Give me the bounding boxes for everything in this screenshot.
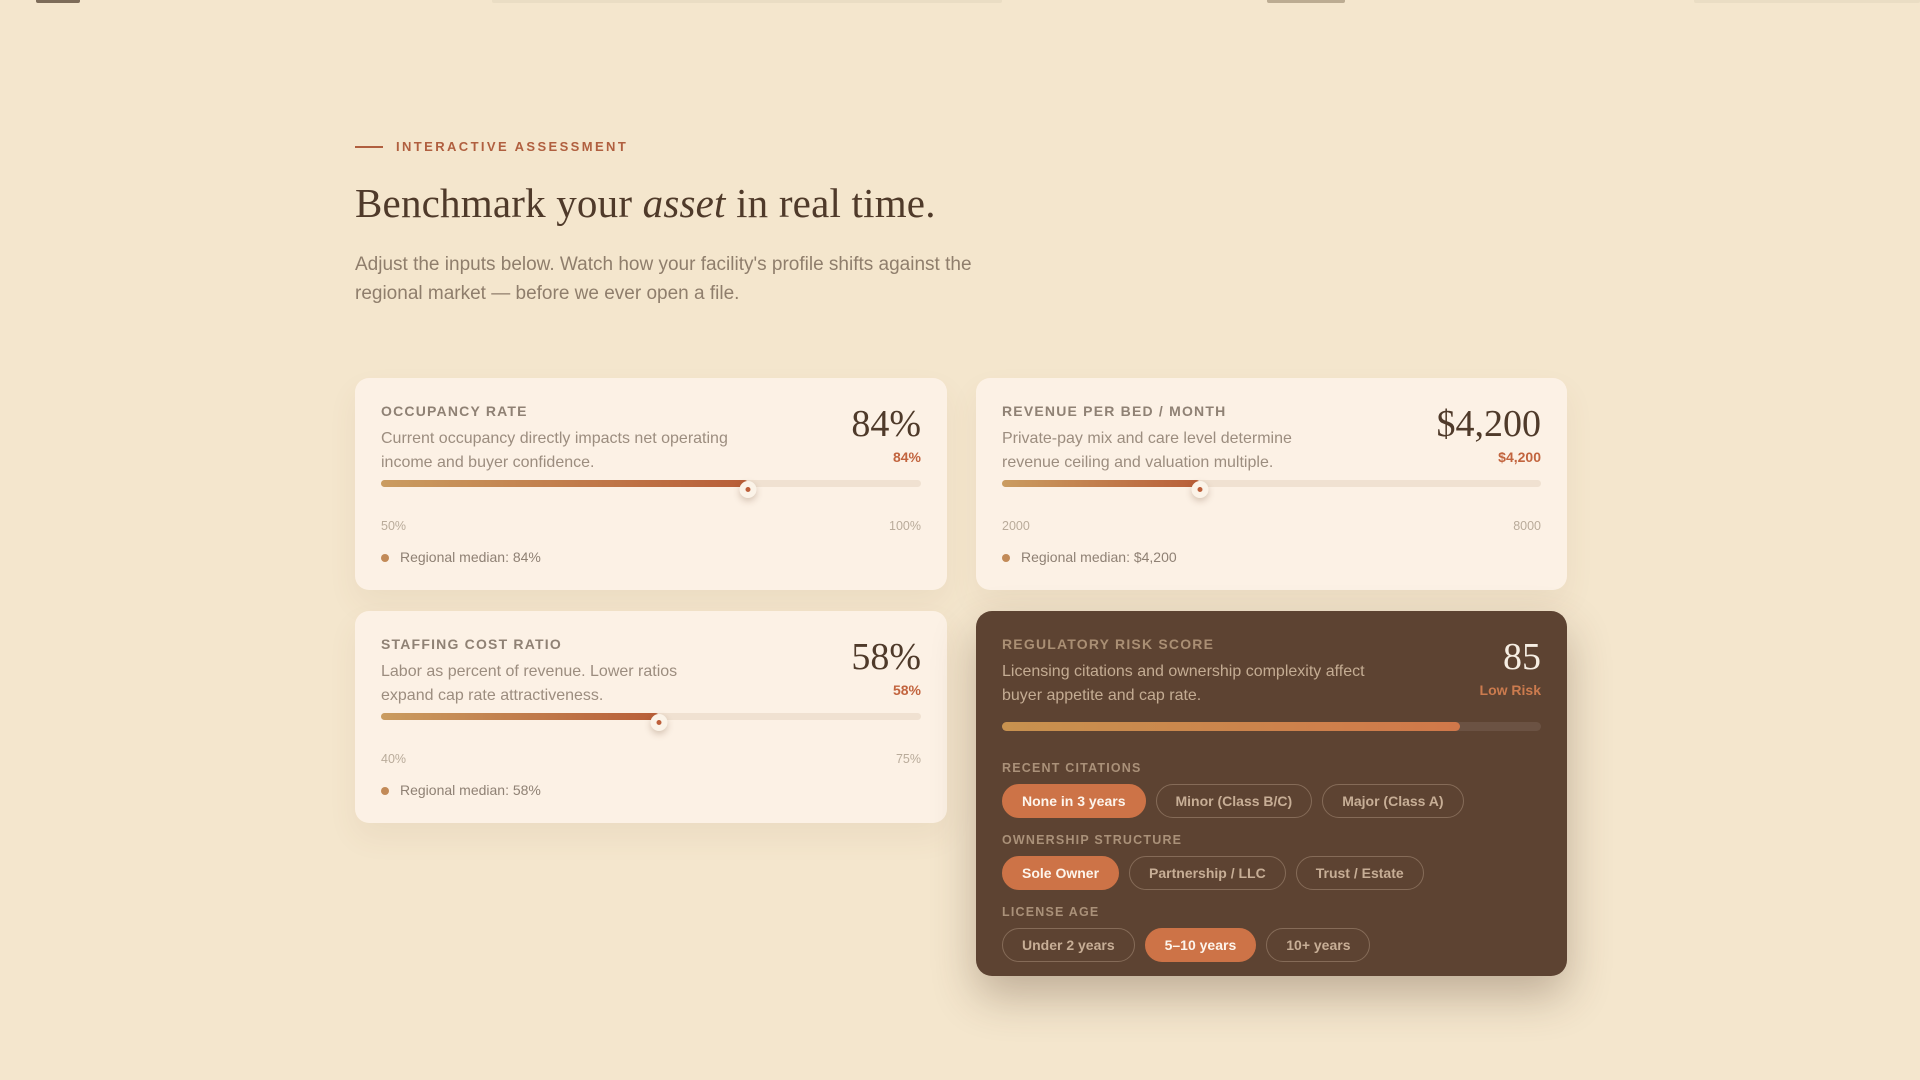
top-edge-segment	[1267, 0, 1345, 3]
eyebrow-dash	[355, 145, 383, 148]
chip-row: Under 2 years 5–10 years 10+ years	[1002, 928, 1541, 962]
staffing-slider[interactable]	[381, 713, 921, 746]
slider-minmax: 2000 8000	[1002, 519, 1541, 534]
occupancy-rate-card: OCCUPANCY RATE Current occupancy directl…	[355, 378, 947, 590]
slider-track[interactable]	[1002, 480, 1541, 487]
card-header: REGULATORY RISK SCORE Licensing citation…	[1002, 637, 1541, 708]
option-chip[interactable]: Major (Class A)	[1322, 784, 1464, 818]
assessment-cards-grid: OCCUPANCY RATE Current occupancy directl…	[355, 378, 1567, 976]
regional-median: Regional median: 84%	[381, 549, 921, 566]
regional-median: Regional median: 58%	[381, 782, 921, 799]
slider-minmax: 50% 100%	[381, 519, 921, 534]
revenue-per-bed-card: REVENUE PER BED / MONTH Private-pay mix …	[976, 378, 1567, 590]
risk-bar-fill	[1002, 722, 1461, 731]
median-label: Regional median: $4,200	[1021, 549, 1177, 565]
occupancy-value-sub: 84%	[892, 449, 921, 465]
occupancy-value: 84%	[851, 403, 921, 445]
revenue-value-sub: $4,200	[1498, 449, 1541, 465]
card-value-block: 85 Low Risk	[1480, 637, 1541, 698]
card-value-block: 58% 58%	[851, 637, 921, 698]
median-dot-icon	[381, 553, 389, 562]
card-header: STAFFING COST RATIO Labor as percent of …	[381, 637, 921, 708]
risk-level-badge: Low Risk	[1479, 682, 1541, 698]
option-chip[interactable]: None in 3 years	[1002, 784, 1146, 818]
slider-thumb[interactable]	[1191, 481, 1209, 498]
risk-option-groups: RECENT CITATIONS None in 3 years Minor (Cl…	[1002, 761, 1541, 962]
card-value-block: 84% 84%	[851, 404, 921, 465]
chip-group-label: RECENT CITATIONS	[1002, 761, 1142, 775]
card-label: REVENUE PER BED / MONTH	[1002, 403, 1227, 419]
regulatory-risk-card: REGULATORY RISK SCORE Licensing citation…	[976, 611, 1567, 976]
section-subtitle: Adjust the inputs below. Watch how your …	[355, 254, 972, 304]
slider-thumb[interactable]	[739, 481, 757, 498]
staffing-value: 58%	[851, 636, 921, 678]
page-title: Benchmark your asset in real time.	[355, 179, 1567, 227]
slider-thumb[interactable]	[650, 714, 668, 731]
top-edge-segment	[492, 0, 1002, 3]
chip-row: Sole Owner Partnership / LLC Trust / Estat…	[1002, 856, 1541, 890]
slider-max-label: 8000	[1513, 519, 1541, 533]
slider-max-label: 100%	[889, 519, 921, 533]
option-chip[interactable]: 10+ years	[1266, 928, 1371, 962]
median-dot-icon	[1002, 553, 1010, 562]
staffing-cost-card: STAFFING COST RATIO Labor as percent of …	[355, 611, 947, 823]
title-emphasis: asset	[642, 180, 726, 226]
card-label: OCCUPANCY RATE	[381, 403, 528, 419]
slider-fill	[1002, 480, 1200, 487]
slider-fill	[381, 480, 749, 487]
card-header: REVENUE PER BED / MONTH Private-pay mix …	[1002, 404, 1541, 475]
slider-track[interactable]	[381, 480, 921, 487]
card-label: STAFFING COST RATIO	[381, 636, 562, 652]
revenue-value: $4,200	[1436, 403, 1542, 445]
slider-minmax: 40% 75%	[381, 752, 921, 767]
option-chip[interactable]: Partnership / LLC	[1129, 856, 1286, 890]
top-edge-artifact	[0, 0, 1920, 3]
option-chip[interactable]: 5–10 years	[1144, 928, 1257, 962]
slider-min-label: 2000	[1002, 519, 1030, 533]
slider-max-label: 75%	[895, 752, 921, 766]
chip-row: None in 3 years Minor (Class B/C) Major (C…	[1002, 784, 1541, 818]
occupancy-slider[interactable]	[381, 480, 921, 513]
card-header: OCCUPANCY RATE Current occupancy directl…	[381, 404, 921, 475]
eyebrow-label: INTERACTIVE ASSESSMENT	[396, 139, 629, 154]
median-dot-icon	[381, 786, 389, 795]
card-description: Private-pay mix and care level determine…	[1002, 430, 1292, 471]
interactive-assessment-section: INTERACTIVE ASSESSMENT Benchmark your as…	[355, 139, 1567, 976]
option-chip[interactable]: Trust / Estate	[1295, 856, 1424, 890]
card-value-block: $4,200 $4,200	[1437, 404, 1542, 465]
card-label: REGULATORY RISK SCORE	[1002, 636, 1215, 652]
option-chip[interactable]: Sole Owner	[1002, 856, 1120, 890]
regional-median: Regional median: $4,200	[1002, 549, 1541, 566]
staffing-value-sub: 58%	[892, 682, 921, 698]
card-header-text: OCCUPANCY RATE Current occupancy directl…	[381, 404, 733, 475]
slider-min-label: 40%	[381, 752, 407, 766]
top-edge-segment	[1694, 0, 1920, 3]
slider-fill	[381, 713, 659, 720]
option-chip[interactable]: Minor (Class B/C)	[1155, 784, 1313, 818]
option-chip[interactable]: Under 2 years	[1002, 928, 1135, 962]
revenue-slider[interactable]	[1002, 480, 1541, 513]
card-header-text: REGULATORY RISK SCORE Licensing citation…	[1002, 637, 1386, 708]
chip-group-label: OWNERSHIP STRUCTURE	[1002, 833, 1183, 847]
title-suffix: in real time.	[725, 180, 936, 226]
card-description: Current occupancy directly impacts net o…	[381, 430, 728, 471]
card-header-text: REVENUE PER BED / MONTH Private-pay mix …	[1002, 404, 1354, 475]
top-edge-segment	[36, 0, 80, 3]
median-label: Regional median: 58%	[400, 782, 541, 798]
section-eyebrow: INTERACTIVE ASSESSMENT	[355, 139, 1567, 154]
card-description: Labor as percent of revenue. Lower ratio…	[381, 663, 678, 704]
title-prefix: Benchmark your	[355, 180, 643, 226]
card-header-text: STAFFING COST RATIO Labor as percent of …	[381, 637, 733, 708]
median-label: Regional median: 84%	[400, 549, 541, 565]
chip-group-label: LICENSE AGE	[1002, 905, 1100, 919]
slider-min-label: 50%	[381, 519, 407, 533]
risk-score-value: 85	[1503, 636, 1541, 678]
card-description: Licensing citations and ownership comple…	[1002, 663, 1365, 704]
risk-score-bar	[1002, 722, 1541, 731]
